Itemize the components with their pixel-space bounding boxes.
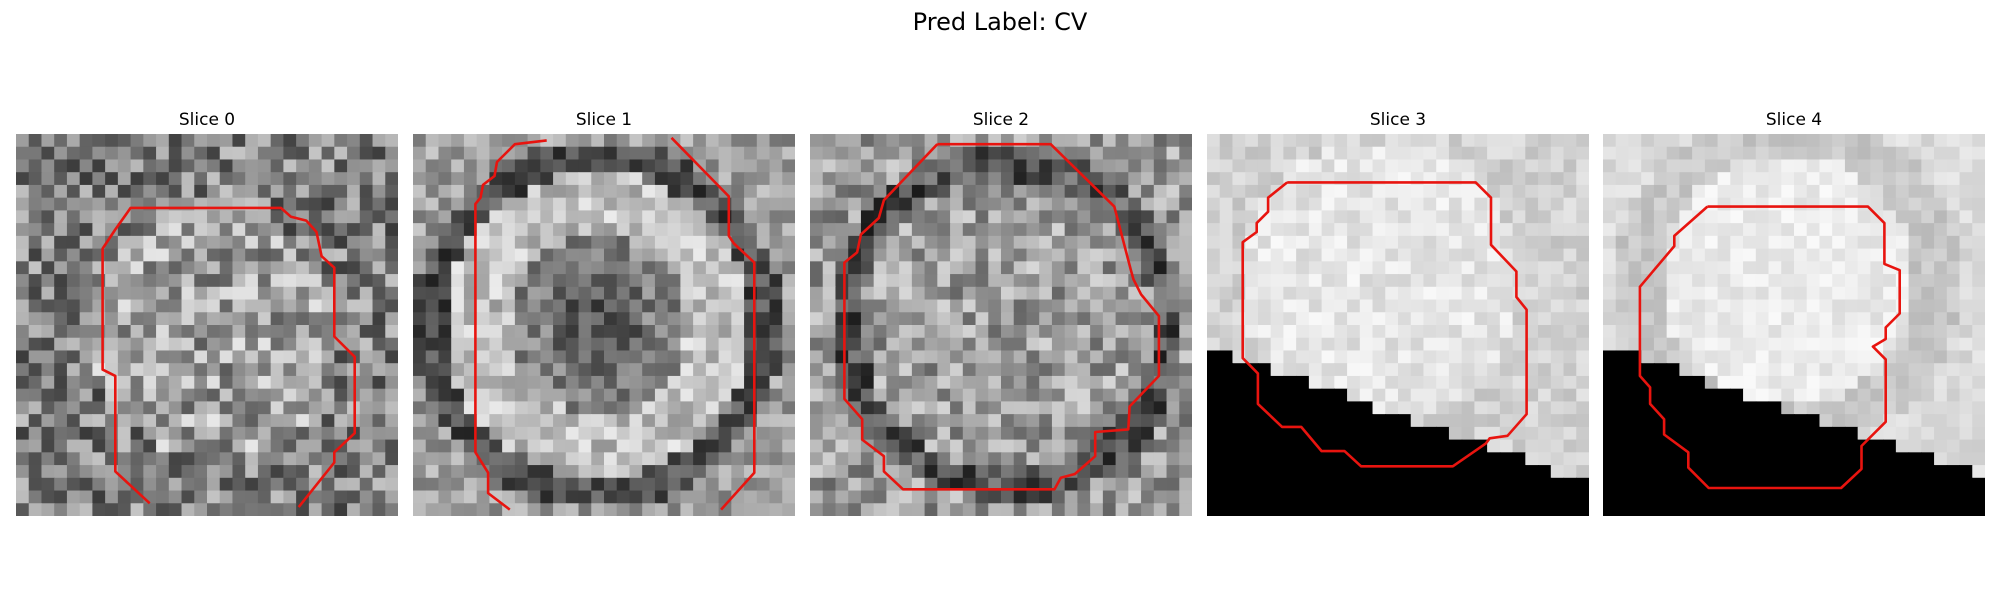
contour-0-0	[101, 206, 357, 508]
slice-image-4	[1603, 134, 1985, 516]
slice-title-4: Slice 4	[1765, 110, 1823, 130]
slice-image-0	[16, 134, 398, 516]
slice-image-3	[1207, 134, 1589, 516]
slice-title-3: Slice 3	[1369, 110, 1427, 130]
slice-title-2: Slice 2	[972, 110, 1030, 130]
slice-title-0: Slice 0	[178, 110, 236, 130]
contour-3-0	[1241, 181, 1528, 468]
contour-1-1	[670, 136, 756, 511]
contour-1-0	[474, 139, 547, 511]
slice-image-1	[413, 134, 795, 516]
contour-4-0	[1638, 205, 1902, 490]
figure-title: Pred Label: CV	[912, 8, 1088, 36]
contour-2-0	[843, 142, 1161, 491]
slice-title-1: Slice 1	[575, 110, 633, 130]
slice-image-2	[810, 134, 1192, 516]
